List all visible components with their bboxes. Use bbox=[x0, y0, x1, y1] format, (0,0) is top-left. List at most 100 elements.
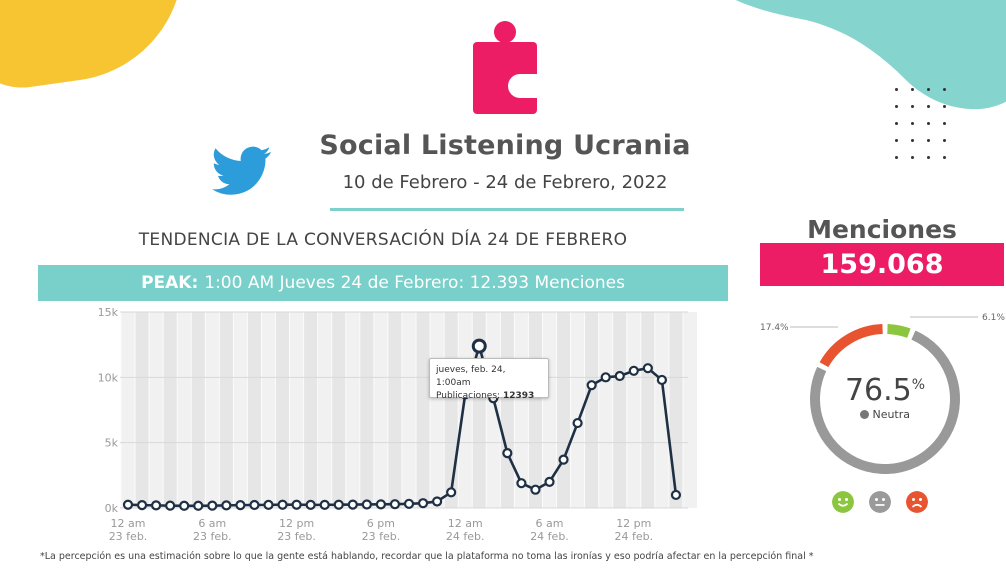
hour-band bbox=[219, 312, 234, 508]
data-point bbox=[614, 370, 625, 382]
hour-band bbox=[458, 312, 473, 508]
trend-line-chart: 0k 5k 10k 15k 12 am 23 feb. 6 am 23 feb. 12 pm 23… bbox=[80, 300, 720, 545]
neutral-caption: Neutra bbox=[820, 408, 950, 421]
hour-band bbox=[233, 312, 248, 508]
hour-band bbox=[205, 312, 220, 508]
data-point bbox=[122, 499, 134, 510]
neutral-face-icon bbox=[869, 491, 891, 513]
data-point bbox=[417, 498, 429, 509]
hour-band bbox=[444, 312, 459, 508]
x-tick-label: 12 am bbox=[111, 517, 146, 530]
data-point bbox=[558, 454, 569, 465]
data-point bbox=[291, 499, 302, 510]
dot bbox=[895, 122, 898, 125]
data-point bbox=[642, 363, 653, 374]
dot bbox=[911, 139, 914, 142]
hour-band bbox=[163, 312, 178, 508]
mentions-value: 159.068 bbox=[760, 243, 1004, 286]
hour-band bbox=[598, 312, 613, 508]
x-tick-label: 12 pm bbox=[279, 517, 314, 530]
data-point bbox=[375, 499, 386, 510]
hour-band bbox=[359, 312, 374, 508]
data-point bbox=[207, 500, 218, 511]
dot bbox=[927, 122, 930, 125]
hour-band bbox=[303, 312, 318, 508]
data-point bbox=[670, 489, 682, 501]
hour-band bbox=[430, 312, 445, 508]
data-point bbox=[136, 500, 148, 511]
data-point bbox=[600, 372, 611, 383]
hour-band bbox=[289, 312, 304, 508]
data-point bbox=[628, 365, 639, 376]
dot bbox=[943, 105, 946, 108]
hour-band bbox=[682, 312, 698, 508]
dot bbox=[927, 88, 930, 91]
data-point bbox=[389, 499, 401, 510]
mentions-title: Menciones bbox=[807, 215, 957, 244]
negative-face-icon bbox=[906, 491, 928, 513]
dot bbox=[895, 88, 898, 91]
hour-band bbox=[626, 312, 641, 508]
dot bbox=[927, 139, 930, 142]
x-tick-date-label: 24 feb. bbox=[446, 530, 485, 543]
dot bbox=[895, 139, 898, 142]
x-tick-label: 6 pm bbox=[367, 517, 395, 530]
x-tick-date-label: 24 feb. bbox=[614, 530, 653, 543]
puzzle-logo-icon bbox=[473, 21, 538, 114]
y-tick-label: 0k bbox=[105, 502, 119, 515]
hour-band bbox=[401, 312, 417, 508]
negative-arc bbox=[819, 324, 883, 368]
hour-band bbox=[654, 312, 669, 508]
x-tick-date-label: 23 feb. bbox=[193, 530, 232, 543]
x-tick-label: 6 am bbox=[198, 517, 226, 530]
title-underline bbox=[330, 208, 684, 211]
data-point bbox=[502, 448, 513, 459]
hour-band bbox=[261, 312, 276, 508]
neutral-unit: % bbox=[911, 377, 926, 393]
hour-band bbox=[668, 312, 683, 508]
data-point bbox=[432, 496, 443, 507]
y-tick-label: 5k bbox=[105, 437, 119, 450]
hour-band bbox=[486, 312, 501, 508]
hour-band bbox=[500, 312, 515, 508]
data-point bbox=[235, 500, 246, 511]
data-point bbox=[403, 498, 415, 509]
hour-band bbox=[331, 312, 346, 508]
y-tick-label: 10k bbox=[98, 371, 119, 384]
data-point bbox=[165, 500, 176, 511]
x-tick-date-label: 23 feb. bbox=[362, 530, 401, 543]
dot bbox=[911, 88, 914, 91]
tooltip-count-value: 12393 bbox=[502, 391, 535, 401]
dot bbox=[911, 105, 914, 108]
negative-percentage-label: 17.4% bbox=[760, 323, 789, 333]
y-tick-label: 15k bbox=[98, 306, 119, 319]
neutral-face-small-icon bbox=[859, 410, 869, 419]
hour-band bbox=[120, 312, 136, 508]
dot bbox=[895, 156, 898, 159]
data-point bbox=[249, 499, 260, 511]
hour-band bbox=[570, 312, 585, 508]
dot bbox=[895, 105, 898, 108]
dot bbox=[927, 105, 930, 108]
x-tick-date-label: 23 feb. bbox=[277, 530, 316, 543]
dot bbox=[943, 156, 946, 159]
peak-label: PEAK: bbox=[141, 273, 199, 293]
data-point bbox=[333, 499, 344, 510]
dot bbox=[911, 122, 914, 125]
neutral-percentage: 76.5% bbox=[820, 373, 950, 408]
hour-band bbox=[345, 312, 360, 508]
data-point bbox=[544, 476, 555, 487]
yellow-decorative-blob bbox=[0, 0, 199, 96]
dots-pattern bbox=[895, 88, 955, 160]
x-tick-label: 12 am bbox=[448, 517, 483, 530]
peak-banner: PEAK: 1:00 AM Jueves 24 de Febrero: 12.3… bbox=[38, 265, 728, 301]
x-tick-date-label: 23 feb. bbox=[109, 530, 148, 543]
tooltip-count: Publicaciones: 12393 bbox=[436, 390, 542, 403]
chart-tooltip: jueves, feb. 24, 1:00am Publicaciones: 1… bbox=[429, 358, 549, 401]
data-point bbox=[347, 499, 358, 510]
hour-band bbox=[275, 312, 290, 508]
chart-heading: TENDENCIA DE LA CONVERSACIÓN DÍA 24 DE F… bbox=[138, 230, 628, 250]
data-point bbox=[572, 417, 583, 429]
dot bbox=[911, 156, 914, 159]
dot bbox=[943, 88, 946, 91]
